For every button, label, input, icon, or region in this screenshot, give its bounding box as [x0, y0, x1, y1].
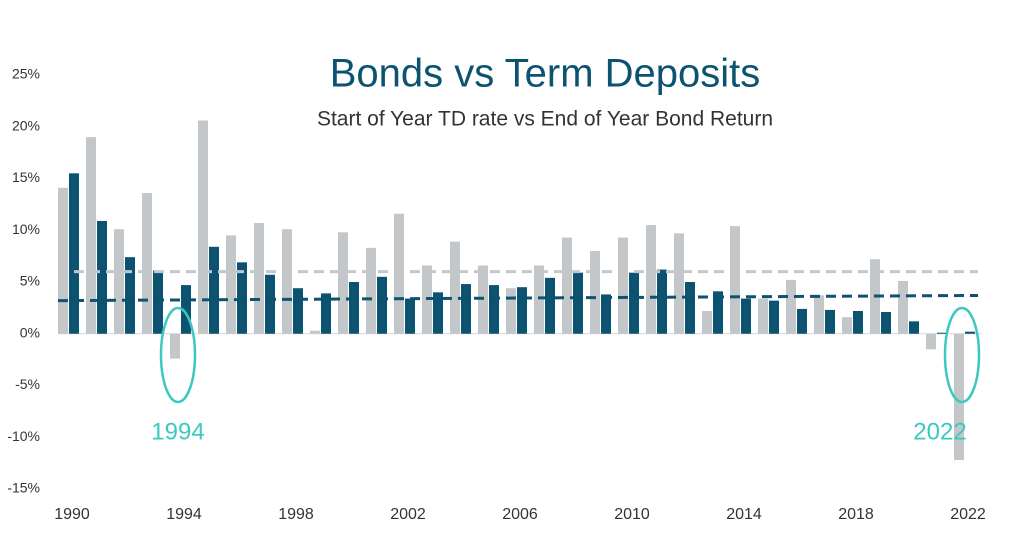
y-tick-label: 0% [20, 324, 40, 340]
bar [366, 247, 376, 334]
y-tick-label: -5% [15, 376, 40, 392]
x-tick-label: 1990 [54, 506, 90, 523]
annotation-circle [943, 306, 981, 404]
bar [926, 333, 936, 350]
bar [769, 300, 779, 334]
bar [338, 232, 348, 334]
bar [377, 276, 387, 334]
bar [321, 293, 331, 334]
bar [601, 294, 611, 334]
bar [310, 330, 320, 334]
chart-title: Bonds vs Term Deposits [330, 52, 761, 96]
x-tick-label: 1998 [278, 506, 314, 523]
bar [254, 223, 264, 334]
x-tick-label: 2022 [950, 506, 986, 523]
bar [405, 298, 415, 334]
bar [741, 298, 751, 334]
bar [517, 287, 527, 334]
bar [814, 295, 824, 334]
bar [142, 192, 152, 334]
bar [265, 274, 275, 334]
bar [349, 282, 359, 334]
y-tick-label: 25% [12, 66, 40, 82]
bar [646, 225, 656, 334]
bar [282, 229, 292, 334]
bar [209, 246, 219, 334]
y-tick-label: 15% [12, 169, 40, 185]
x-tick-label: 2002 [390, 506, 426, 523]
bar [461, 284, 471, 334]
bar [853, 310, 863, 334]
bar [170, 333, 180, 359]
bar [97, 220, 107, 334]
bar [226, 235, 236, 334]
bar [629, 272, 639, 334]
bar [713, 291, 723, 334]
bar [489, 285, 499, 334]
bar [937, 332, 947, 334]
bar [685, 282, 695, 334]
bar [506, 288, 516, 334]
bar [86, 137, 96, 334]
annotation-circle [159, 306, 197, 404]
bar [881, 312, 891, 334]
bar [125, 257, 135, 334]
bar [562, 237, 572, 334]
bar [114, 229, 124, 334]
bar [433, 292, 443, 334]
bar [450, 241, 460, 334]
bar [237, 262, 247, 334]
y-tick-label: -15% [7, 480, 40, 496]
x-tick-label: 2014 [726, 506, 762, 523]
bar [181, 285, 191, 334]
bar [909, 321, 919, 334]
bar [545, 277, 555, 334]
annotation-label: 2022 [913, 418, 966, 445]
annotation-label: 1994 [151, 418, 204, 445]
bar [898, 280, 908, 334]
x-tick-label: 2006 [502, 506, 538, 523]
bar [786, 279, 796, 334]
bar [674, 233, 684, 334]
bar [293, 288, 303, 334]
bar [618, 237, 628, 334]
bar [534, 265, 544, 334]
x-tick-label: 2010 [614, 506, 650, 523]
bar [702, 310, 712, 334]
bar [730, 226, 740, 334]
y-tick-label: -10% [7, 428, 40, 444]
bar [825, 309, 835, 334]
bar [954, 333, 964, 461]
x-tick-label: 2018 [838, 506, 874, 523]
chart-subtitle: Start of Year TD rate vs End of Year Bon… [317, 108, 773, 131]
x-tick-label: 1994 [166, 506, 202, 523]
bar [153, 270, 163, 334]
bar [590, 250, 600, 334]
bar [394, 213, 404, 334]
bar [573, 272, 583, 334]
y-tick-label: 10% [12, 221, 40, 237]
bar [797, 308, 807, 334]
bar [69, 173, 79, 334]
bar [58, 187, 68, 334]
y-tick-label: 20% [12, 117, 40, 133]
bar [842, 317, 852, 334]
bar [657, 269, 667, 334]
bar [198, 120, 208, 334]
y-tick-label: 5% [20, 273, 40, 289]
trend-line [57, 293, 979, 303]
bar [965, 331, 975, 334]
bar [758, 298, 768, 334]
